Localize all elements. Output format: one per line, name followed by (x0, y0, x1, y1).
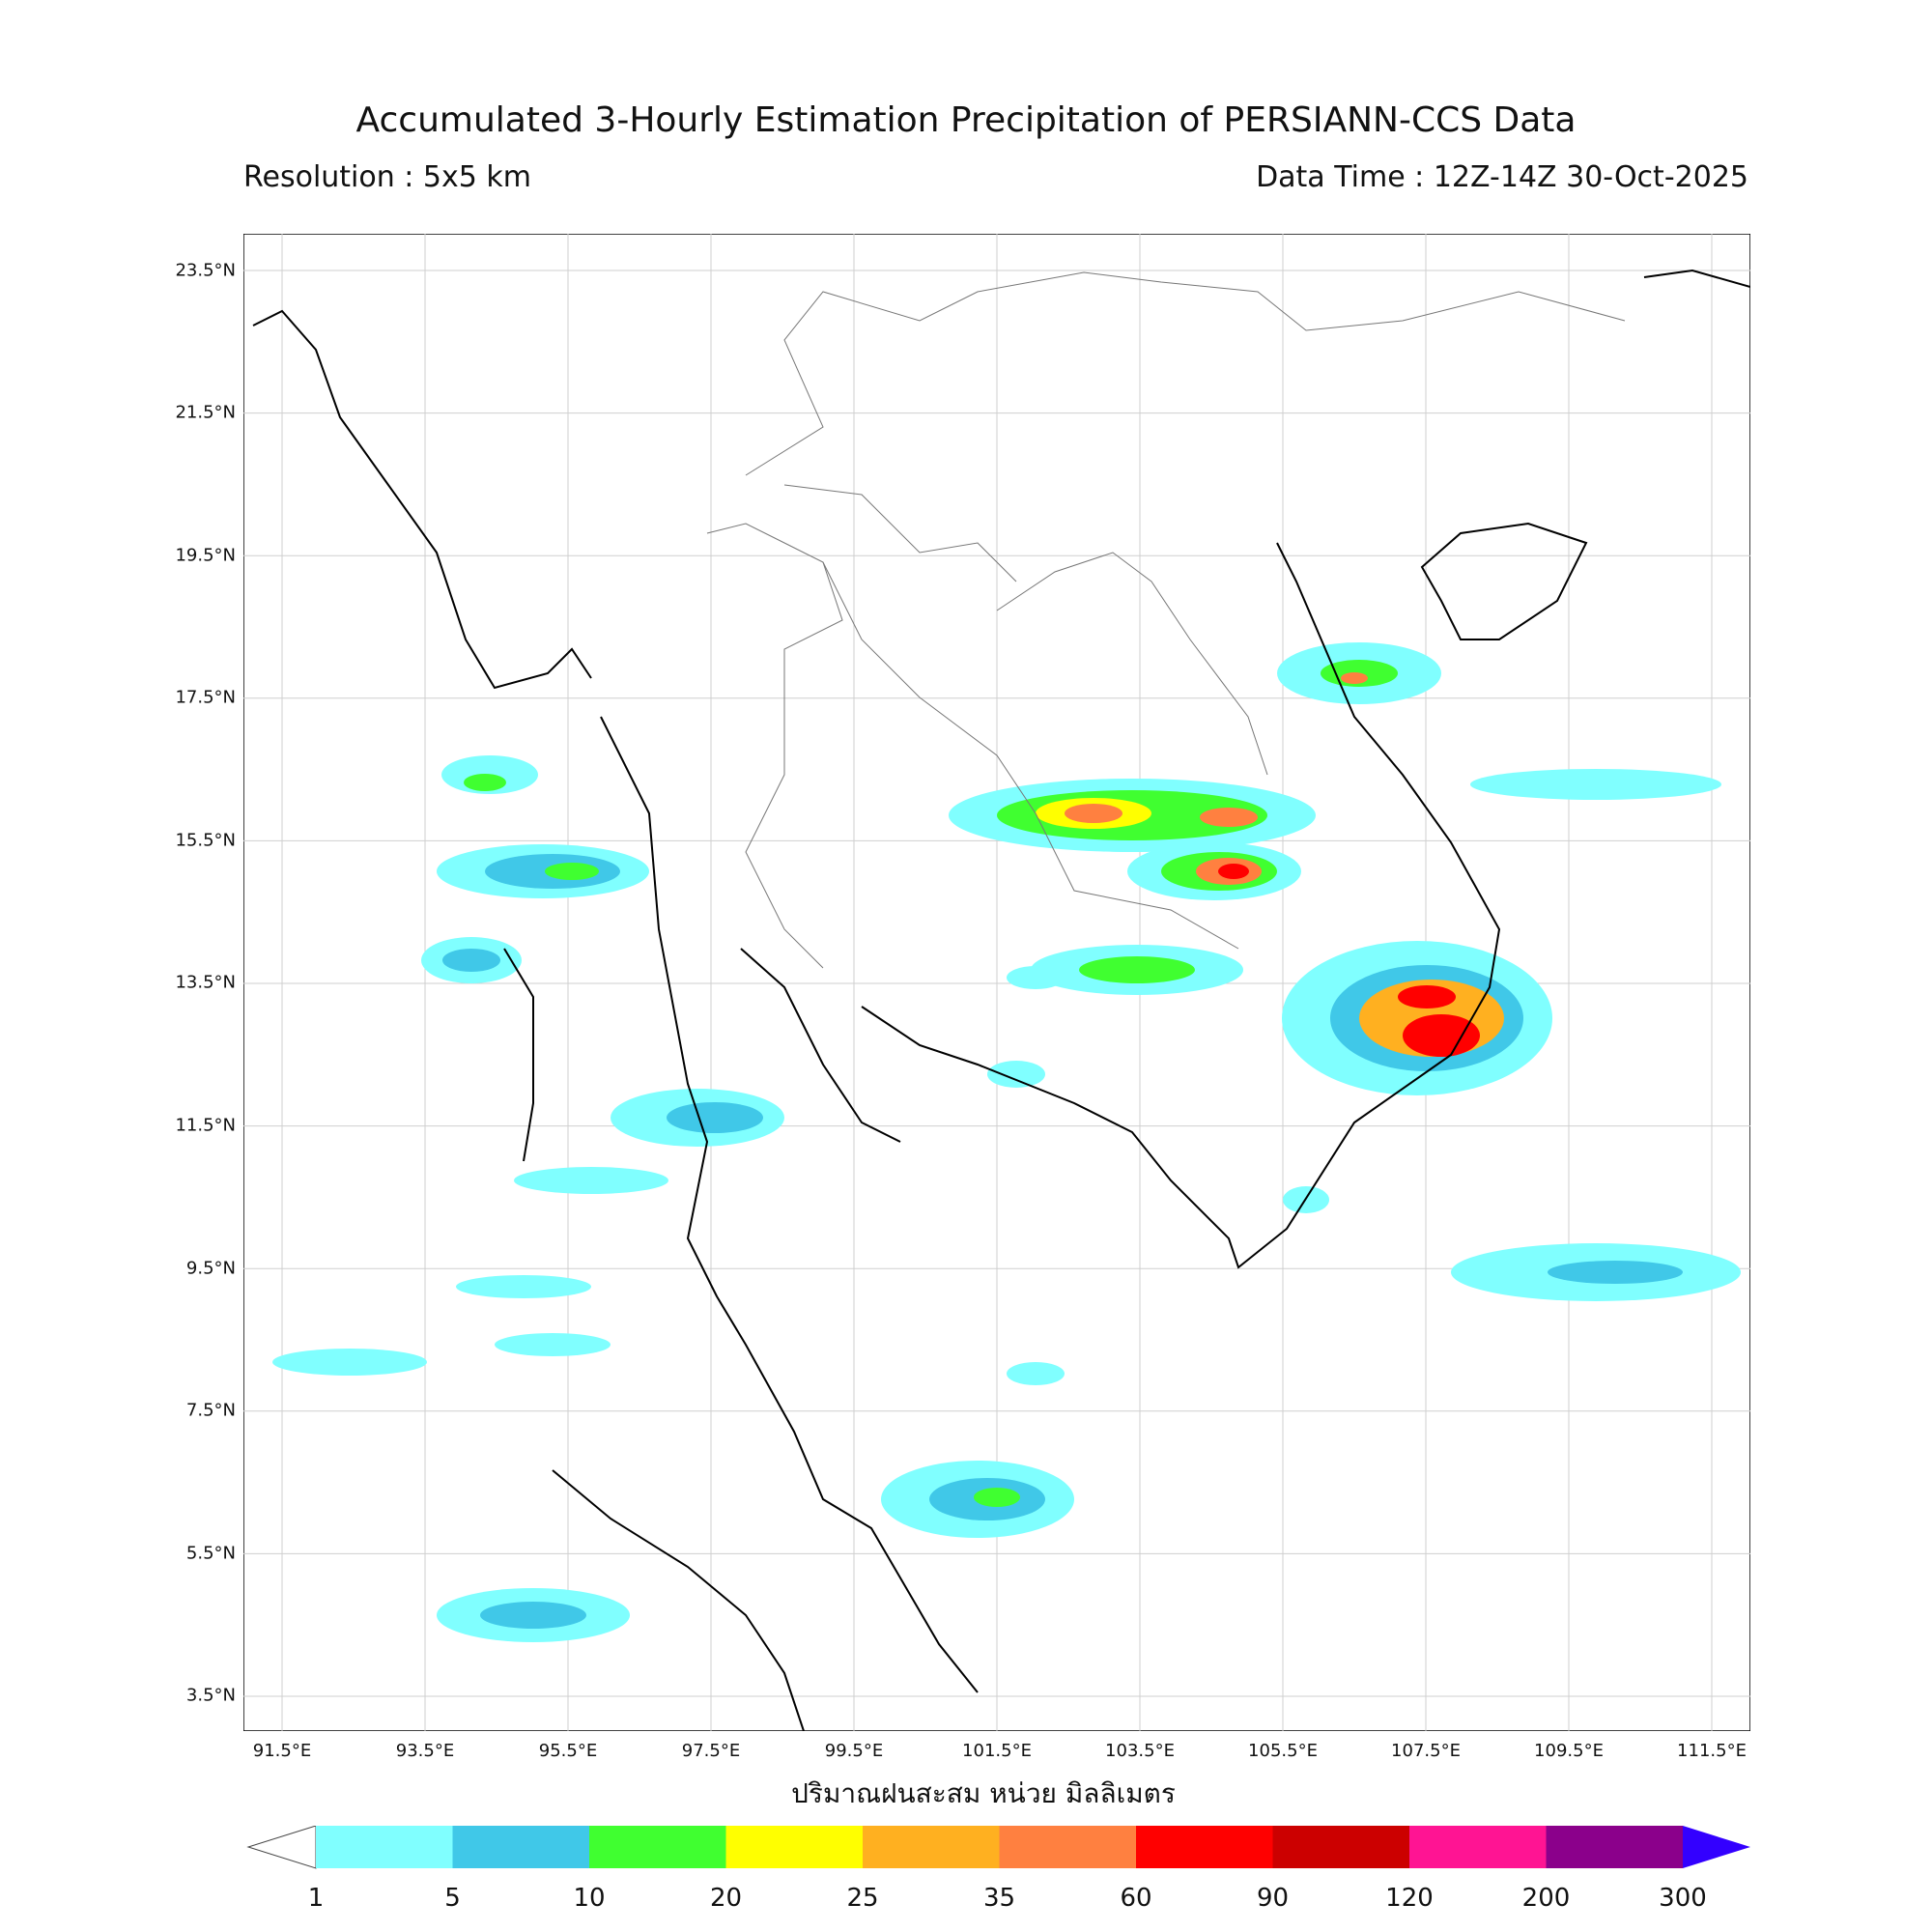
colorbar-segment (1272, 1826, 1409, 1868)
lon-tick: 93.5°E (395, 1741, 455, 1761)
lat-tick: 3.5°N (185, 1685, 236, 1706)
lon-tick: 111.5°E (1677, 1741, 1747, 1761)
lat-tick: 13.5°N (175, 972, 236, 993)
lat-tick: 17.5°N (175, 687, 236, 708)
colorbar-segment (316, 1826, 453, 1868)
colorbar-tick-label: 120 (1385, 1884, 1434, 1913)
lon-tick: 109.5°E (1534, 1741, 1604, 1761)
colorbar-tick-label: 1 (307, 1884, 325, 1913)
graticule (243, 234, 1750, 1731)
map-canvas (243, 234, 1750, 1731)
admin-borders (706, 271, 1626, 969)
colorbar-segment (863, 1826, 1000, 1868)
precipitation-map (243, 234, 1750, 1731)
colorbar-tick-label: 35 (982, 1884, 1016, 1913)
lat-tick: 23.5°N (175, 260, 236, 281)
colorbar-segment (1136, 1826, 1273, 1868)
colorbar-tick-label: 5 (444, 1884, 461, 1913)
lon-tick: 101.5°E (962, 1741, 1032, 1761)
lat-tick: 5.5°N (185, 1543, 236, 1564)
colorbar-tick-label: 60 (1120, 1884, 1152, 1913)
colorbar-segment (1546, 1826, 1683, 1868)
colorbar-tick-label: 25 (846, 1884, 879, 1913)
colorbar-segment (725, 1826, 863, 1868)
lat-tick: 9.5°N (185, 1258, 236, 1279)
lon-tick: 99.5°E (824, 1741, 884, 1761)
colorbar-tick-label: 20 (709, 1884, 743, 1913)
map-title: Accumulated 3-Hourly Estimation Precipit… (355, 100, 1577, 140)
lon-tick: 91.5°E (252, 1741, 312, 1761)
colorbar-tick-label: 300 (1659, 1884, 1707, 1913)
colorbar-segment (1409, 1826, 1547, 1868)
lat-tick: 19.5°N (175, 545, 236, 566)
unit-label: ปริมาณฝนสะสม หน่วย มิลลิเมตร (791, 1777, 1176, 1809)
lat-tick: 15.5°N (175, 830, 236, 851)
colorbar-tick-label: 10 (573, 1884, 606, 1913)
rain-cells (272, 642, 1741, 1642)
lon-tick: 103.5°E (1105, 1741, 1175, 1761)
colorbar-over-arrow (1683, 1826, 1750, 1868)
colorbar-segment (452, 1826, 589, 1868)
colorbar-tick-label: 200 (1521, 1884, 1571, 1913)
colorbar-segment (999, 1826, 1136, 1868)
lat-tick: 21.5°N (175, 402, 236, 423)
lon-tick: 97.5°E (681, 1741, 741, 1761)
lon-tick: 107.5°E (1391, 1741, 1461, 1761)
colorbar-under-arrow (246, 1826, 317, 1869)
data-time-label: Data Time : 12Z-14Z 30-Oct-2025 (1256, 160, 1748, 194)
lon-tick: 95.5°E (538, 1741, 598, 1761)
lat-tick: 11.5°N (175, 1115, 236, 1136)
colorbar-tick-label: 90 (1256, 1884, 1290, 1913)
lat-tick: 7.5°N (185, 1400, 236, 1421)
coastlines (252, 269, 1750, 1731)
lon-tick: 105.5°E (1248, 1741, 1318, 1761)
colorbar (246, 1826, 1750, 1869)
colorbar-segment (589, 1826, 726, 1868)
resolution-label: Resolution : 5x5 km (243, 160, 531, 194)
